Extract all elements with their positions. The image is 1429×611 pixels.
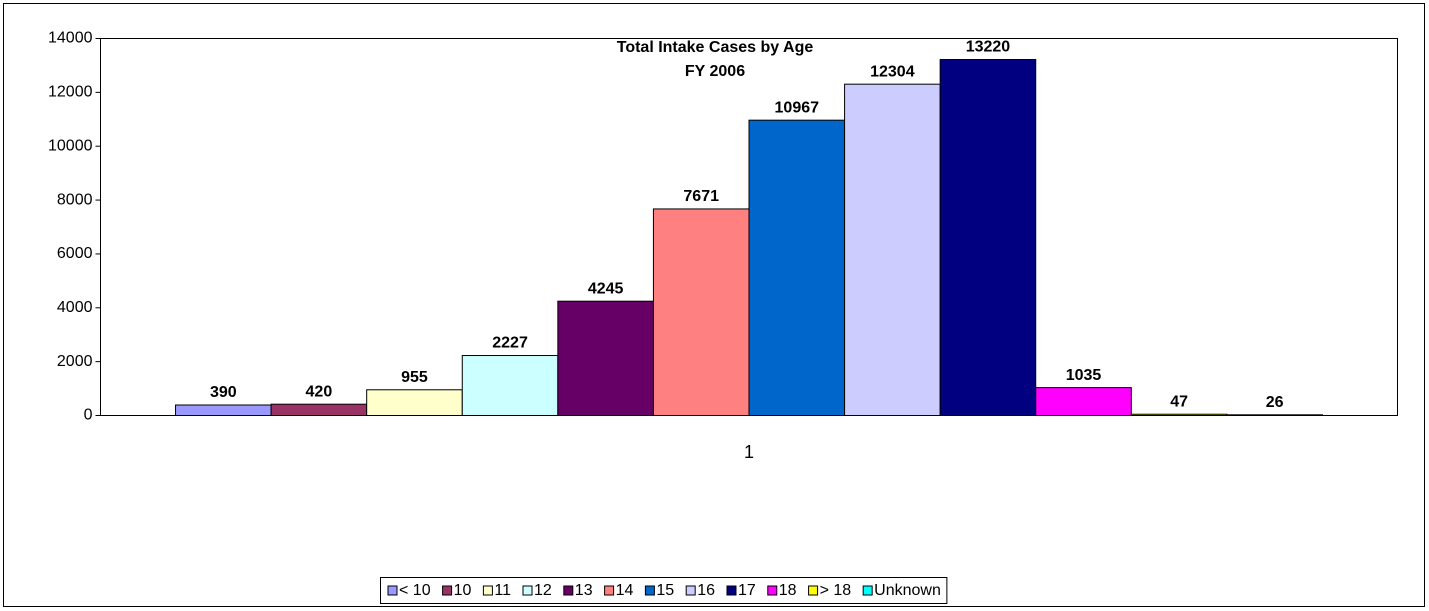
legend-label: < 10 — [399, 582, 431, 599]
data-label: 12304 — [870, 63, 915, 80]
legend-box — [380, 577, 948, 604]
y-tick-label: 2000 — [57, 353, 93, 370]
legend-label: 17 — [738, 582, 756, 599]
bar — [270, 403, 368, 417]
legend-swatch — [644, 585, 655, 596]
data-label: 26 — [1266, 394, 1284, 411]
data-label: 7671 — [683, 188, 719, 205]
legend-label: > 18 — [820, 582, 852, 599]
y-tick-label: 8000 — [57, 191, 93, 208]
legend-label: 14 — [616, 582, 634, 599]
legend-label: 18 — [779, 582, 797, 599]
data-label: 955 — [401, 369, 428, 386]
bar — [939, 59, 1037, 417]
y-tick-label: 12000 — [48, 84, 93, 101]
y-tick-label: 0 — [84, 407, 93, 424]
data-label: 420 — [306, 383, 333, 400]
legend-label: Unknown — [874, 582, 941, 599]
legend-swatch — [767, 585, 778, 596]
bar — [366, 389, 463, 416]
legend-label: 13 — [575, 582, 593, 599]
bar — [1035, 387, 1132, 417]
legend-label: 15 — [656, 582, 674, 599]
legend-label: 16 — [697, 582, 715, 599]
data-label: 47 — [1170, 393, 1188, 410]
y-tick-label: 6000 — [57, 245, 93, 262]
chart-title: Total Intake Cases by Age — [617, 39, 814, 56]
legend-swatch — [563, 585, 574, 596]
bar — [748, 119, 846, 417]
bar — [175, 404, 272, 417]
bar — [1226, 414, 1323, 417]
legend-label: 11 — [494, 582, 511, 599]
data-label: 390 — [210, 384, 237, 401]
bar — [1130, 413, 1228, 416]
data-label: 10967 — [775, 99, 820, 116]
bar — [557, 300, 654, 416]
bar — [652, 208, 750, 416]
legend-swatch — [685, 585, 696, 596]
y-tick-label: 10000 — [48, 137, 93, 154]
legend-swatch — [442, 585, 453, 596]
legend-label: 12 — [534, 582, 552, 599]
data-label: 13220 — [966, 39, 1011, 56]
x-tick-label: 1 — [744, 442, 754, 462]
legend-label: 10 — [454, 582, 472, 599]
legend-swatch — [522, 585, 533, 596]
y-tick-label: 14000 — [48, 30, 93, 47]
y-tick-label: 4000 — [57, 299, 93, 316]
legend-swatch — [862, 585, 873, 596]
bar — [461, 355, 559, 416]
legend-swatch — [604, 585, 615, 596]
legend-swatch — [387, 585, 398, 596]
data-label: 4245 — [588, 280, 624, 297]
legend-swatch — [726, 585, 737, 596]
legend-swatch — [482, 585, 493, 596]
data-label: 2227 — [492, 335, 528, 352]
bar — [844, 83, 941, 416]
chart-subtitle: FY 2006 — [685, 63, 745, 80]
data-label: 1035 — [1066, 367, 1102, 384]
legend-swatch — [808, 585, 819, 596]
